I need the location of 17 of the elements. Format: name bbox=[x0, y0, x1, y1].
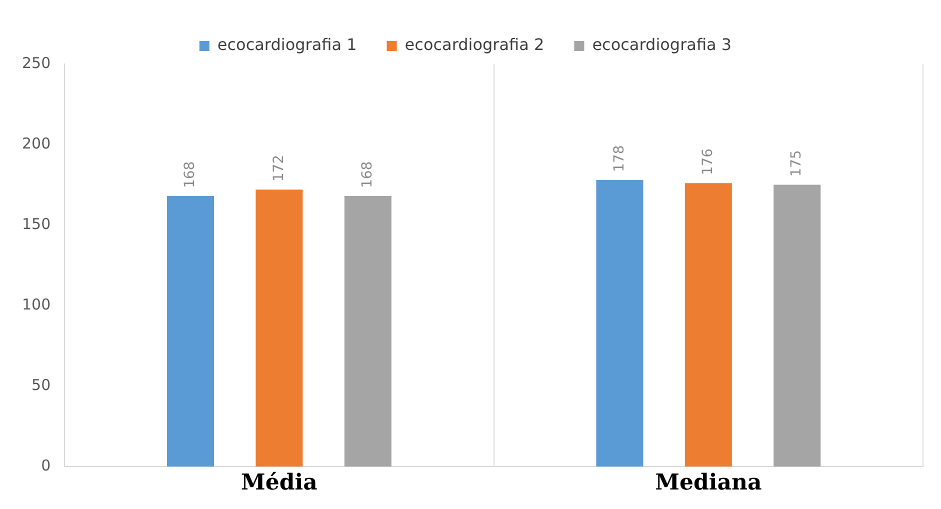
data-label: 172 bbox=[270, 154, 287, 182]
data-label: 176 bbox=[700, 148, 716, 176]
data-label: 168 bbox=[360, 161, 376, 188]
y-tick-label: 0 bbox=[41, 456, 51, 474]
y-tick-label: 100 bbox=[22, 295, 51, 314]
data-label: 168 bbox=[182, 161, 198, 188]
data-label: 178 bbox=[611, 145, 628, 172]
x-tick-label: Média bbox=[241, 470, 318, 496]
y-tick-label: 50 bbox=[32, 376, 51, 394]
y-tick-label: 250 bbox=[22, 54, 51, 72]
legend-label: ecocardiografia 3 bbox=[592, 35, 732, 54]
legend-label: ecocardiografia 2 bbox=[404, 35, 544, 54]
x-tick-label: Mediana bbox=[655, 470, 762, 496]
y-tick-label: 200 bbox=[22, 134, 51, 152]
legend-label: ecocardiografia 1 bbox=[217, 35, 357, 54]
y-tick-label: 150 bbox=[22, 214, 51, 233]
data-label: 175 bbox=[788, 150, 805, 177]
